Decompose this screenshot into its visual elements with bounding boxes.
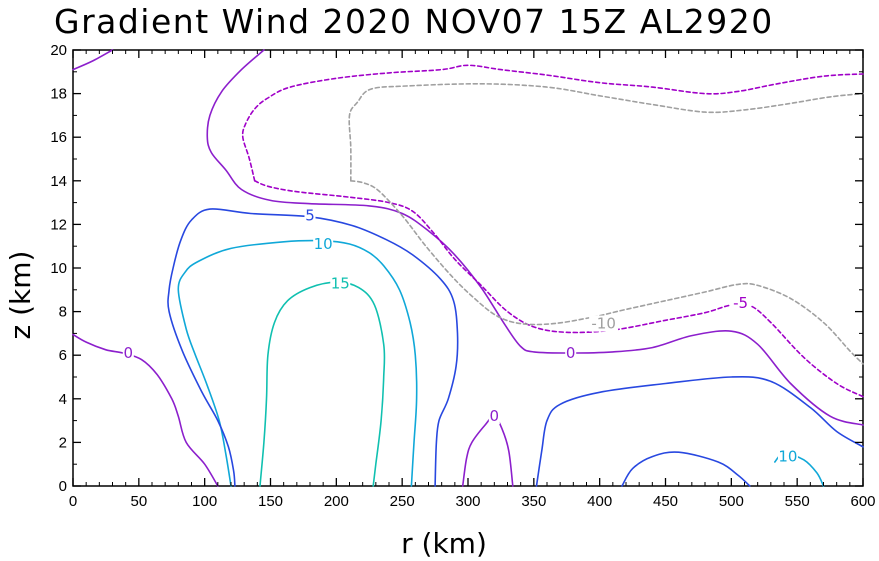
contour-label: 10 [314,235,333,253]
y-tick-label: 4 [59,391,67,408]
x-tick-label: 0 [69,493,77,510]
y-tick-label: 18 [50,86,67,103]
x-tick-label: 100 [192,493,217,510]
contour-label-bg [313,236,334,253]
contour-line [177,239,418,487]
contour-label: 10 [778,448,797,466]
chart-title: Gradient Wind 2020 NOV07 15Z AL2920 [54,2,774,41]
contour-line [72,333,219,487]
x-tick-label: 250 [390,493,415,510]
x-axis-label: r (km) [401,527,487,560]
y-tick-label: 14 [50,173,67,190]
y-axis-label: z (km) [4,251,37,340]
plot-frame [72,49,864,487]
contour-label: 0 [490,407,500,425]
contour-label-bg [330,275,351,292]
contour-label: 5 [305,207,315,225]
contour-lines [72,49,864,487]
contour-label-bg [589,315,619,332]
contour-labels: 15 10 5 10 0 0 0 -5 -10 [122,207,798,466]
x-tick-label: 500 [719,493,744,510]
x-tick-label: 400 [587,493,612,510]
contour-label-bg [122,345,134,362]
x-tick-label: 200 [324,493,349,510]
contour-label-bg [730,294,751,311]
contour-line [167,208,459,487]
y-tick-label: 10 [50,260,67,277]
contour-line [72,49,114,71]
contour-line [206,49,864,426]
x-tick-label: 150 [258,493,283,510]
y-tick-label: 20 [50,42,67,59]
contour-label: 0 [566,344,576,362]
x-tick-label: 450 [653,493,678,510]
x-tick-label: 550 [785,493,810,510]
contour-label-bg [565,345,577,362]
contour-line [621,451,751,487]
x-tick-label: 350 [521,493,546,510]
contour-label: 15 [331,274,350,292]
y-tick-label: 6 [59,347,67,364]
y-tick-label: 16 [50,129,67,146]
x-tick-label: 600 [850,493,875,510]
contour-label: -5 [733,294,748,312]
y-tick-label: 0 [59,478,67,495]
y-tick-label: 8 [59,304,67,321]
contour-line [461,415,514,487]
x-tick-label: 50 [130,493,147,510]
contour-label: 0 [124,344,134,362]
contour-line [253,180,864,398]
y-tick-label: 2 [59,434,67,451]
contour-label-bg [777,448,798,465]
contour-line [348,82,864,182]
axis-ticks: 0 50 100 150 200 250 300 350 400 450 500 550 6000246… [50,42,875,510]
contour-label-bg [304,207,316,224]
y-tick-label: 12 [50,216,67,233]
contour-label-bg [488,408,500,425]
contour-label: -10 [591,315,616,333]
contour-line [259,281,386,487]
contour-line [535,376,864,487]
contour-line [241,64,864,182]
contour-line [350,180,864,365]
x-tick-label: 300 [455,493,480,510]
